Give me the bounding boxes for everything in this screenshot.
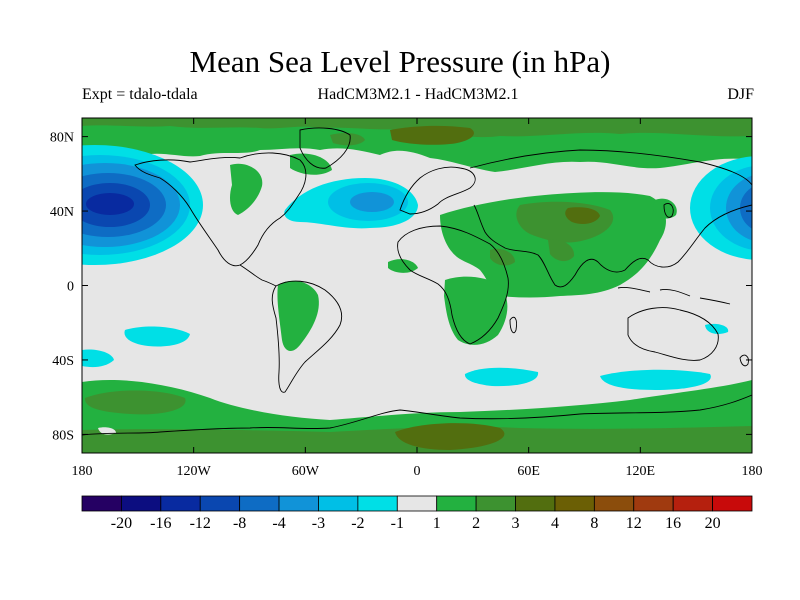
coast-south-america (271, 280, 343, 393)
colorbar-label: 3 (512, 515, 520, 532)
southern-ocean-core-left (84, 390, 186, 415)
longitude-axis: 180 120W 60W 0 60E 120E 180 (72, 118, 763, 479)
colorbar-bin (239, 495, 280, 512)
coast-greenland (299, 127, 351, 169)
chart-title: Mean Sea Level Pressure (in hPa) (189, 44, 611, 79)
pacific-low-ring4-right (740, 187, 752, 229)
japan-positive-region (653, 198, 677, 219)
lon-tick-label: 180 (742, 464, 763, 479)
lat-tick-label: 80S (52, 428, 74, 443)
coast-antarctica (82, 394, 752, 436)
antarctic-low-patch (98, 427, 116, 435)
colorbar-label: 16 (665, 515, 681, 532)
south-america-positive (277, 280, 319, 352)
colorbar: -20 -16 -12 -8 -4 -3 -2 -1 1 2 3 4 8 12 16 20 (81, 495, 753, 532)
coast-africa (397, 225, 509, 345)
india-core-region (548, 239, 575, 262)
lat-tick-label: 40N (50, 205, 74, 220)
colorbar-label: 1 (433, 515, 441, 532)
coast-central-america (239, 264, 277, 287)
colorbar-bin (436, 495, 477, 512)
colorbar-bin (318, 495, 359, 512)
coast-australia (627, 307, 719, 361)
lon-tick-label: 180 (72, 464, 93, 479)
west-africa-positive (388, 259, 418, 273)
tasman-low (705, 323, 729, 334)
colorbar-bin (160, 495, 201, 512)
colorbar-label: -4 (272, 515, 285, 532)
colorbar-label: -1 (391, 515, 404, 532)
colorbar-bin (712, 495, 753, 512)
colorbar-bin (81, 495, 122, 512)
south-pacific-east-low (82, 349, 114, 368)
lon-tick-label: 120W (177, 464, 212, 479)
north-america-positive (230, 163, 263, 215)
lat-tick-label: 40S (52, 354, 74, 369)
arctic-peak-region (390, 125, 474, 145)
colorbar-label: -2 (351, 515, 364, 532)
colorbar-bin (121, 495, 162, 512)
colorbar-bin (475, 495, 516, 512)
coast-north-america (134, 152, 307, 267)
pacific-low-ring3-right (726, 175, 752, 241)
colorbar-label: -8 (233, 515, 246, 532)
coast-japan (663, 203, 674, 218)
coast-madagascar (509, 316, 517, 334)
pacific-low-ring6-left (86, 193, 134, 215)
arabia-core-region (490, 248, 515, 266)
atlantic-low-ring3 (350, 192, 394, 212)
colorbar-bin (396, 495, 438, 512)
colorbar-label: 12 (626, 515, 642, 532)
lon-tick-label: 60E (517, 464, 540, 479)
lon-tick-label: 60W (292, 464, 320, 479)
lat-tick-label: 0 (67, 280, 74, 295)
colorbar-bin (633, 495, 674, 512)
colorbar-bin (515, 495, 556, 512)
colorbar-label: 2 (472, 515, 480, 532)
colorbar-bin (278, 495, 319, 512)
coast-asia (469, 149, 752, 288)
colorbar-bin (554, 495, 595, 512)
pacific-low-ring5-right (752, 192, 788, 224)
colorbar-label: -16 (150, 515, 171, 532)
coast-indonesia (617, 287, 731, 305)
south-atlantic-low (464, 367, 539, 387)
colorbar-label: 4 (551, 515, 559, 532)
greenland-sea-region (330, 132, 365, 146)
colorbar-label: -20 (111, 515, 132, 532)
coastlines (82, 127, 752, 436)
colorbar-label: -3 (312, 515, 325, 532)
experiment-label: Expt = tdalo-tdala (82, 86, 198, 103)
colorbar-bin (199, 495, 241, 512)
tibet-peak-region (565, 207, 600, 224)
latitude-axis: 80N 40N 0 40S 80S (50, 131, 752, 443)
season-label: DJF (727, 86, 754, 103)
model-label: HadCM3M2.1 - HadCM3M2.1 (317, 86, 519, 103)
lon-tick-label: 0 (414, 464, 421, 479)
colorbar-label: 20 (705, 515, 721, 532)
antarctic-peak-region (395, 423, 505, 450)
lat-tick-label: 80N (50, 131, 74, 146)
colorbar-label: -12 (190, 515, 211, 532)
colorbar-label: 8 (590, 515, 598, 532)
coast-new-zealand (739, 354, 749, 367)
pressure-field (82, 118, 788, 453)
colorbar-bin (672, 495, 713, 512)
coast-europe (399, 166, 476, 215)
south-pacific-low (124, 326, 190, 347)
colorbar-bin (357, 495, 398, 512)
colorbar-bin (593, 495, 635, 512)
south-indian-low (600, 369, 711, 390)
lon-tick-label: 120E (626, 464, 656, 479)
